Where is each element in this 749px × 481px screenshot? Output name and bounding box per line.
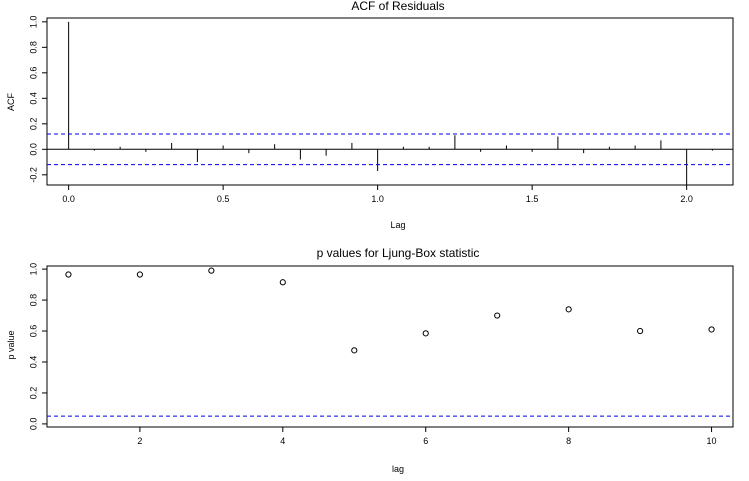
acf-title: ACF of Residuals [351, 0, 444, 13]
ljung-box-y-tick-label: 0.0 [28, 418, 38, 431]
ljung-box-point [494, 312, 501, 319]
acf-plot-frame [46, 17, 734, 186]
ljung-box-x-axis-label: lag [392, 464, 404, 474]
acf-y-tick-label: -0.2 [28, 167, 38, 183]
ljung-box-y-axis-label: p value [6, 330, 16, 359]
acf-x-tick-label: 0.5 [217, 194, 230, 204]
ljung-box-point [208, 267, 215, 274]
ljung-box-y-tick-label: 1.0 [28, 263, 38, 276]
ljung-box-y-tick-label: 0.6 [28, 325, 38, 338]
acf-x-tick-label: 1.5 [526, 194, 539, 204]
acf-x-ticks: 0.0 0.5 1.0 1.5 2.0 [62, 185, 693, 204]
acf-y-tick-label: 0.4 [28, 92, 38, 105]
acf-y-tick-label: 0.8 [28, 41, 38, 54]
ljung-box-x-tick-label: 8 [566, 436, 571, 446]
ljung-box-x-ticks: 2 4 6 8 10 [137, 427, 717, 446]
ljung-box-point [708, 326, 715, 333]
ljung-box-plot-frame [46, 265, 734, 428]
ljung-box-point [422, 330, 429, 337]
ljung-box-points [47, 267, 733, 417]
ljung-box-y-tick-label: 0.2 [28, 387, 38, 400]
acf-panel: ACF of Residuals ACF Lag 0.0 0.5 1.0 1.5 2.0… [6, 0, 734, 230]
acf-bars [47, 21, 733, 185]
ljung-box-panel: p values for Ljung-Box statistic p value… [6, 246, 734, 474]
acf-y-tick-label: 0.2 [28, 118, 38, 131]
ljung-box-point [351, 347, 358, 354]
ljung-box-y-ticks: 0.0 0.2 0.4 0.6 0.8 1.0 [28, 263, 47, 430]
ljung-box-x-tick-label: 2 [137, 436, 142, 446]
ljung-box-x-tick-label: 4 [280, 436, 285, 446]
ljung-box-x-tick-label: 6 [423, 436, 428, 446]
acf-y-tick-label: 0.6 [28, 67, 38, 80]
ljung-box-y-tick-label: 0.8 [28, 294, 38, 307]
ljung-box-point [565, 306, 572, 313]
acf-x-tick-label: 2.0 [680, 194, 693, 204]
ljung-box-title: p values for Ljung-Box statistic [317, 246, 480, 260]
ljung-box-point [136, 271, 143, 278]
ljung-box-point [637, 327, 644, 335]
ljung-box-x-tick-label: 10 [707, 436, 717, 446]
acf-y-tick-label: 1.0 [28, 16, 38, 29]
acf-y-tick-label: 0.0 [28, 143, 38, 156]
ljung-box-point [279, 279, 286, 286]
acf-x-axis-label: Lag [390, 220, 405, 230]
acf-y-ticks: -0.2 0.0 0.2 0.4 0.6 0.8 1.0 [28, 16, 47, 183]
acf-x-tick-label: 0.0 [62, 194, 75, 204]
ljung-box-point [65, 271, 72, 278]
acf-x-tick-label: 1.0 [371, 194, 384, 204]
acf-y-axis-label: ACF [6, 92, 16, 111]
ljung-box-y-tick-label: 0.4 [28, 356, 38, 369]
